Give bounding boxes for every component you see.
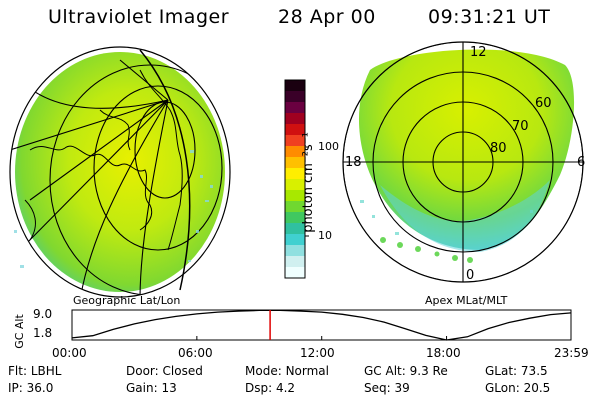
alt-xtick-1200: 12:00 [300,346,335,360]
colorbar-block [285,113,305,125]
seq-label: Seq: 39 [364,381,410,395]
colorbar-block [285,256,305,268]
polar-bright-spots [380,237,473,263]
geographic-globe-panel [9,46,231,298]
colorbar-block [285,135,305,147]
dsp-label: Dsp: 4.2 [245,381,296,395]
colorbar-block [285,223,305,235]
colorbar-block [285,124,305,136]
date-label: 28 Apr 00 [278,6,376,28]
limb-scatter [14,150,213,268]
colorbar-block [285,245,305,257]
mlt-label-12: 12 [470,45,487,60]
colorbar-block [285,267,305,279]
coastline-europe [139,69,183,251]
lat-circle-70 [93,85,223,251]
meridian-7 [119,59,169,101]
left-panel-caption: Geographic Lat/Lon [73,294,181,307]
coastline-scandinavia [29,145,153,231]
alt-curve [71,309,572,341]
colorbar-block [285,190,305,202]
colorbar-block [285,157,305,169]
terminator-line [139,49,191,291]
colorbar-block [285,212,305,224]
glat-label: GLat: 73.5 [485,364,548,378]
glon-label: GLon: 20.5 [485,381,551,395]
earth-disk-emission [15,52,225,292]
colorbar-block [285,168,305,180]
right-panel-caption: Apex MLat/MLT [425,294,508,307]
alt-ytick-max: 9.0 [33,307,53,321]
filter-label: Flt: LBHL [8,364,62,378]
globe-limb [9,46,231,298]
colorbar [284,79,309,279]
ip-label: IP: 36.0 [8,381,54,395]
door-label: Door: Closed [126,364,203,378]
alt-xtick-0000: 00:00 [52,346,87,360]
polar-emission-cyan [380,180,550,252]
alt-axis-label: GC Alt [12,314,26,349]
mode-label: Mode: Normal [245,364,329,378]
meridian-1 [19,99,169,251]
colorbar-tick-100: 100 [318,140,339,153]
apex-polar-panel [342,41,584,283]
colorbar-unit-label: photon cm⁻²s⁻¹ [300,132,316,233]
gain-label: Gain: 13 [126,381,177,395]
alt-plot-frame [71,309,572,341]
colorbar-block [285,201,305,213]
polar-emission [358,49,575,250]
colorbar-block [285,146,305,158]
mlt-label-18: 18 [345,155,362,170]
instrument-title: Ultraviolet Imager [48,6,230,28]
coastline-north-asia [99,109,131,151]
mlt-label-0: 0 [466,268,475,283]
polar-scatter [360,200,533,235]
coastline-west [24,199,36,241]
colorbar-block [285,179,305,191]
alt-ytick-min: 1.8 [33,326,53,340]
alt-xtick-1800: 18:00 [426,346,461,360]
alt-xtick-2359: 23:59 [554,346,589,360]
mlat-label-80: 80 [490,141,507,156]
time-label: 09:31:21 UT [428,6,551,28]
alt-xtick-0600: 06:00 [178,346,213,360]
mlt-label-6: 6 [577,155,586,170]
meridian-3 [10,99,169,151]
colorbar-frame [284,79,306,279]
gc-alt-label: GC Alt: 9.3 Re [364,364,448,378]
mlat-label-60: 60 [535,96,552,111]
meridian-5 [139,99,169,297]
colorbar-block [285,234,305,246]
gc-alt-chart [71,309,572,341]
meridian-4 [79,99,169,297]
colorbar-block [285,80,305,92]
colorbar-block [285,91,305,103]
colorbar-tick-10: 10 [318,229,332,242]
colorbar-block [285,102,305,114]
mlat-label-70: 70 [512,119,529,134]
meridian-2 [29,99,169,201]
